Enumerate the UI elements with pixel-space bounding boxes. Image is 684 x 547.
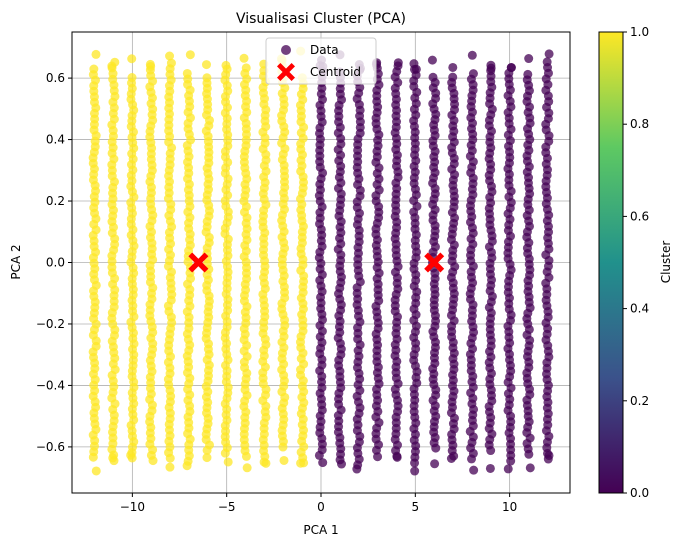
data-point [503, 464, 513, 474]
scatter-points [88, 46, 554, 476]
colorbar-ticks: 0.0 0.2 0.4 0.6 0.8 1.0 [623, 25, 649, 500]
y-axis-label: PCA 2 [9, 244, 23, 279]
data-point [182, 68, 192, 78]
x-tick-label: 5 [411, 500, 419, 514]
data-point [148, 456, 158, 466]
data-point [411, 64, 421, 74]
centroid-x-shape [424, 252, 445, 273]
data-point [89, 64, 99, 74]
data-point [428, 72, 438, 82]
data-point [352, 464, 362, 474]
data-point [446, 454, 456, 464]
data-point [525, 463, 535, 473]
y-tick-label: −0.2 [36, 317, 65, 331]
colorbar-tick-label: 0.2 [630, 394, 649, 408]
data-point [185, 50, 195, 60]
data-point [221, 60, 231, 70]
colorbar-tick-label: 1.0 [630, 25, 649, 39]
y-tick-label: −0.4 [36, 378, 65, 392]
legend: Data Centroid [265, 37, 377, 85]
data-point [108, 453, 118, 463]
data-point [241, 63, 251, 73]
legend-centroid-marker [277, 63, 295, 81]
data-point [166, 58, 176, 68]
centroid-marker [424, 252, 445, 273]
colorbar-gradient [598, 31, 624, 494]
x-tick-label: 0 [317, 500, 325, 514]
data-point [127, 73, 137, 83]
colorbar-tick-label: 0.8 [630, 117, 649, 131]
data-point [242, 463, 252, 473]
data-point [127, 54, 137, 64]
data-point [427, 55, 437, 65]
data-point [299, 458, 309, 468]
data-point [468, 69, 478, 79]
data-point [107, 61, 117, 71]
legend-centroid-label: Centroid [310, 65, 361, 79]
centroid-markers [188, 252, 445, 273]
data-point [393, 58, 403, 68]
x-axis-ticks: −10 −5 0 5 10 [120, 493, 517, 514]
colorbar: 0.0 0.2 0.4 0.6 0.8 1.0 Cluster [598, 25, 673, 500]
data-point [146, 62, 156, 72]
x-tick-label: 10 [502, 500, 517, 514]
centroid-marker [188, 252, 209, 273]
y-tick-label: 0.6 [46, 71, 65, 85]
data-point [202, 453, 212, 463]
y-tick-label: 0.2 [46, 194, 65, 208]
data-point [544, 49, 554, 59]
colorbar-tick-label: 0.0 [630, 486, 649, 500]
y-tick-label: −0.6 [36, 440, 65, 454]
data-point [201, 60, 211, 70]
data-point [202, 73, 212, 83]
data-point [469, 465, 479, 475]
y-tick-label: 0.0 [46, 256, 65, 270]
data-point [485, 463, 495, 473]
data-point [506, 63, 516, 73]
data-point [318, 458, 328, 468]
data-point [165, 462, 175, 472]
legend-centroid-x [277, 63, 295, 81]
data-point [542, 57, 552, 67]
y-axis-ticks: −0.6 −0.4 −0.2 0.0 0.2 0.4 0.6 [36, 71, 72, 454]
chart-title: Visualisasi Cluster (PCA) [236, 11, 406, 27]
x-axis-label: PCA 1 [303, 523, 338, 537]
data-point [523, 69, 533, 79]
data-point [336, 459, 346, 469]
y-tick-label: 0.4 [46, 133, 65, 147]
data-point [279, 455, 289, 465]
x-tick-label: −5 [218, 500, 236, 514]
colorbar-tick-label: 0.6 [630, 209, 649, 223]
data-point [223, 457, 233, 467]
x-tick-label: −10 [120, 500, 145, 514]
data-point [373, 452, 383, 462]
data-point [91, 49, 101, 59]
data-point [448, 72, 458, 82]
data-point [430, 459, 440, 469]
centroid-x-shape [188, 252, 209, 273]
data-point [486, 63, 496, 73]
data-point [182, 461, 192, 471]
legend-data-marker [281, 45, 291, 55]
data-point [524, 54, 534, 64]
data-point [239, 53, 249, 63]
colorbar-label: Cluster [659, 241, 673, 284]
legend-data-label: Data [310, 43, 339, 57]
data-point [126, 450, 136, 460]
data-point [410, 466, 420, 476]
data-point [392, 452, 402, 462]
data-point [261, 458, 271, 468]
centroid-x-shape [277, 63, 295, 81]
data-point [467, 50, 477, 60]
data-point [91, 466, 101, 476]
legend-box [265, 37, 377, 85]
data-point [165, 51, 175, 61]
colorbar-tick-label: 0.4 [630, 302, 649, 316]
data-point [544, 450, 554, 460]
data-point [448, 62, 458, 72]
